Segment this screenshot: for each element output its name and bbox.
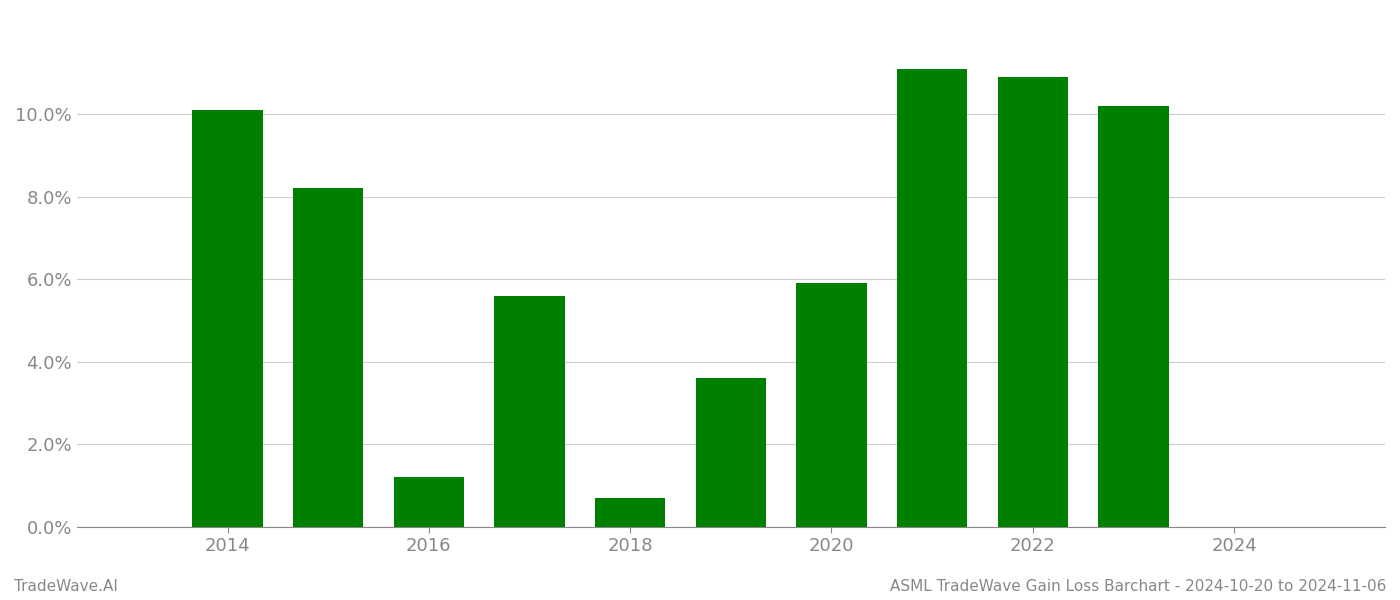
Bar [393, 477, 463, 527]
Bar [797, 283, 867, 527]
Bar [1098, 106, 1169, 527]
Bar [696, 378, 766, 527]
Bar [595, 498, 665, 527]
Bar [494, 296, 564, 527]
Bar [897, 68, 967, 527]
Text: TradeWave.AI: TradeWave.AI [14, 579, 118, 594]
Bar [192, 110, 263, 527]
Bar [998, 77, 1068, 527]
Bar [293, 188, 364, 527]
Text: ASML TradeWave Gain Loss Barchart - 2024-10-20 to 2024-11-06: ASML TradeWave Gain Loss Barchart - 2024… [889, 579, 1386, 594]
